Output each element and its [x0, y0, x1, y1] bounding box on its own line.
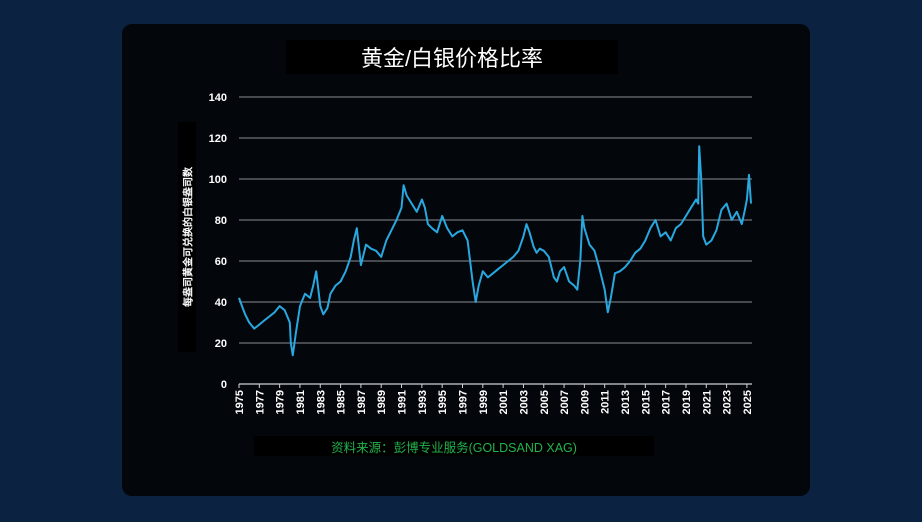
- y-tick-label: 80: [215, 215, 227, 227]
- x-tick-label: 1979: [275, 390, 287, 414]
- x-tick-label: 2001: [498, 390, 510, 414]
- x-tick-label: 1989: [376, 390, 388, 414]
- x-tick-label: 2023: [722, 390, 734, 414]
- x-tick-labels: 1975 1977 1979 1981 1983 1985 1987 1989 1991 1993…: [234, 390, 754, 414]
- y-tick-labels: 0 20 40 60 80 100 120 140: [209, 92, 227, 391]
- chart-title: 黄金/白银价格比率: [286, 40, 618, 74]
- y-tick-label: 140: [209, 92, 227, 104]
- x-tick-label: 2025: [742, 390, 754, 414]
- x-tick-label: 1997: [457, 390, 469, 414]
- x-tick-label: 1987: [356, 390, 368, 414]
- source-note: 资料来源：彭博专业服务(GOLDSAND XAG): [254, 436, 654, 456]
- grid-lines: [238, 96, 752, 388]
- x-tick-label: 2007: [559, 390, 571, 414]
- x-tick-label: 1993: [417, 390, 429, 414]
- x-tick-label: 2011: [600, 390, 612, 414]
- y-tick-label: 120: [209, 133, 227, 145]
- x-tick-label: 1985: [336, 390, 348, 414]
- x-tick-label: 2013: [620, 390, 632, 414]
- x-tick-label: 2019: [681, 390, 693, 414]
- y-axis-label-box: [178, 122, 196, 352]
- x-tick-label: 1999: [478, 390, 490, 414]
- chart-card: 黄金/白银价格比率 每盎司黄金可兑换的白银盎司数 资料来源：彭博专业服务(GOL…: [122, 24, 810, 496]
- x-tick-label: 1975: [234, 390, 246, 414]
- y-tick-label: 100: [209, 174, 227, 186]
- y-tick-label: 20: [215, 338, 227, 350]
- x-tick-label: 2005: [539, 390, 551, 414]
- x-tick-label: 1981: [295, 390, 307, 414]
- x-tick-label: 2017: [661, 390, 673, 414]
- x-tick-label: 2003: [518, 390, 530, 414]
- x-tick-label: 2015: [640, 390, 652, 414]
- x-tick-label: 1991: [397, 390, 409, 414]
- series-line: [238, 145, 752, 357]
- y-tick-label: 40: [215, 297, 227, 309]
- x-tick-label: 1995: [437, 390, 449, 414]
- series-layer: [238, 145, 752, 357]
- x-tick-label: 2009: [579, 390, 591, 414]
- x-tick-label: 2021: [701, 390, 713, 414]
- y-tick-label: 60: [215, 256, 227, 268]
- x-tick-label: 1983: [315, 390, 327, 414]
- y-tick-label: 0: [221, 379, 227, 391]
- x-tick-label: 1977: [254, 390, 266, 414]
